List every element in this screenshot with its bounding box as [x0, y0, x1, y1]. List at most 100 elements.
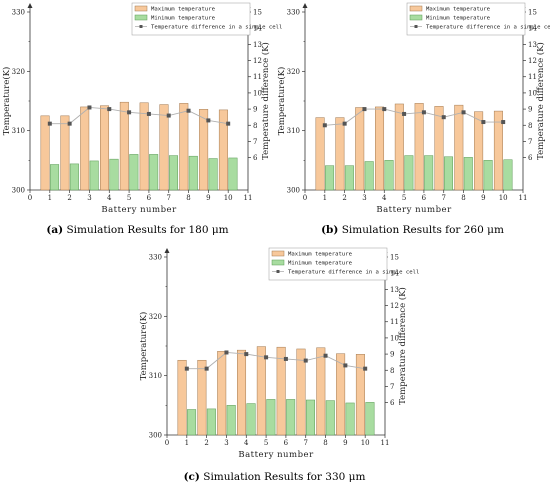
x-tick-label: 1	[185, 439, 189, 447]
panel-b: 0 1 2 3 4 5 6 7 8 9 10 11 300 310 320 330 6 7 8 9 10 11 12 13 14…	[275, 0, 550, 245]
x-axis-title: Battery number	[376, 205, 452, 215]
y-axis-title: Temperature(K)	[1, 67, 12, 136]
temperature-difference-point	[206, 118, 211, 123]
y-tick-label: 320	[287, 68, 300, 76]
x-tick-label: 1	[48, 194, 52, 202]
x-tick-label: 9	[206, 194, 210, 202]
bar-max-temperature	[197, 359, 207, 436]
y2-tick-label: 7	[253, 138, 257, 146]
legend-box	[268, 247, 388, 281]
y2-tick-label: 8	[528, 122, 532, 130]
x-tick-label: 3	[362, 194, 366, 202]
legend-box	[131, 2, 251, 36]
bar-max-temperature	[119, 101, 129, 191]
bar-min-temperature	[246, 403, 256, 436]
temperature-difference-point	[264, 355, 269, 360]
x-tick-label: 8	[461, 194, 465, 202]
temperature-difference-point	[421, 110, 426, 115]
y-tick-label: 330	[287, 9, 300, 17]
temperature-difference-point	[87, 105, 92, 110]
temperature-difference-point	[166, 113, 171, 118]
y2-tick-label: 15	[253, 9, 262, 17]
bar-min-temperature	[50, 164, 60, 191]
legend-label-diff: Temperature difference in a single cell	[288, 270, 419, 276]
bar-max-temperature	[177, 359, 187, 436]
bar-max-temperature	[276, 346, 286, 436]
bar-max-temperature	[315, 117, 325, 191]
y-tick-label: 330	[149, 254, 162, 262]
temperature-difference-line	[324, 108, 504, 126]
x-tick-label: 11	[244, 194, 253, 202]
bar-min-temperature	[404, 155, 414, 191]
legend-label-max: Maximum temperature	[151, 7, 216, 13]
y-tick-label: 310	[287, 127, 300, 135]
y2-tick-label: 14	[390, 270, 399, 278]
bar-max-temperature	[179, 103, 189, 191]
bar-max-temperature	[454, 104, 464, 191]
x-tick-label: 6	[147, 194, 152, 202]
x-tick-label: 4	[107, 194, 112, 202]
y2-tick-label: 15	[390, 254, 399, 262]
legend-label-max: Maximum temperature	[426, 7, 491, 13]
bar-max-temperature	[316, 347, 326, 436]
legend-swatch-max	[134, 5, 148, 12]
bar-min-temperature	[364, 161, 374, 191]
bar-min-temperature	[266, 399, 276, 436]
bar-max-temperature	[296, 348, 306, 436]
temperature-difference-point	[461, 110, 466, 115]
bar-min-temperature	[325, 165, 335, 191]
x-tick-label: 8	[323, 439, 327, 447]
bar-max-temperature	[493, 110, 503, 191]
y2-axis-title: Temperature difference (K)	[260, 42, 271, 160]
x-tick-label: 0	[28, 194, 32, 202]
y-tick-label: 310	[149, 372, 162, 380]
caption-tag: (a)	[46, 224, 64, 236]
temperature-difference-point	[47, 121, 52, 126]
bar-min-temperature	[228, 157, 238, 191]
x-tick-label: 2	[67, 194, 71, 202]
x-tick-label: 7	[166, 194, 170, 202]
bar-min-temperature	[109, 158, 119, 191]
panel-c: 0 1 2 3 4 5 6 7 8 9 10 11 300 310 320 330 6 7 8 9 10 11 12 13 14…	[137, 245, 419, 488]
x-tick-label: 5	[264, 439, 268, 447]
bar-max-temperature	[414, 103, 424, 191]
bar-min-temperature	[384, 160, 394, 191]
bar-min-temperature	[208, 158, 218, 191]
chart-b: 0 1 2 3 4 5 6 7 8 9 10 1130031032033067891011121314…	[276, 2, 550, 215]
x-tick-label: 5	[127, 194, 131, 202]
bar-min-temperature	[483, 160, 493, 191]
x-tick-label: 0	[303, 194, 307, 202]
bar-max-temperature	[434, 106, 444, 191]
bar-max-temperature	[139, 102, 149, 191]
x-tick-label: 11	[519, 194, 528, 202]
x-axis-title: Battery number	[101, 205, 177, 215]
chart-c: 0 1 2 3 4 5 6 7 8 9 10 1130031032033067891011121314…	[138, 247, 419, 460]
caption-a: (a) Simulation Results for 180 μm	[0, 224, 275, 236]
x-tick-label: 1	[323, 194, 327, 202]
bar-min-temperature	[89, 160, 99, 191]
x-axis-title: Battery number	[238, 450, 314, 460]
temperature-difference-point	[283, 356, 288, 361]
x-tick-label: 8	[186, 194, 190, 202]
y-axis-arrow	[164, 248, 170, 253]
bar-min-temperature	[129, 154, 139, 191]
legend-swatch-max	[271, 250, 285, 257]
temperature-difference-point	[501, 120, 506, 125]
y2-tick-label: 6	[528, 154, 533, 162]
y-axis-arrow	[27, 3, 33, 8]
y2-tick-label: 11	[253, 73, 262, 81]
caption-tag: (c)	[183, 471, 200, 483]
x-tick-label: 3	[87, 194, 91, 202]
y2-tick-label: 13	[253, 41, 262, 49]
y2-axis-title: Temperature difference (K)	[397, 287, 408, 405]
y2-tick-label: 12	[390, 302, 399, 310]
bar-max-temperature	[80, 106, 90, 191]
temperature-difference-point	[186, 108, 191, 113]
legend-swatch-diff-marker	[276, 270, 280, 273]
temperature-difference-point	[402, 111, 407, 116]
bar-min-temperature	[325, 400, 335, 436]
temperature-difference-point	[146, 111, 151, 116]
y2-axis-title: Temperature difference (K)	[535, 42, 546, 160]
bar-min-temperature	[345, 402, 355, 436]
temperature-difference-point	[184, 366, 189, 371]
